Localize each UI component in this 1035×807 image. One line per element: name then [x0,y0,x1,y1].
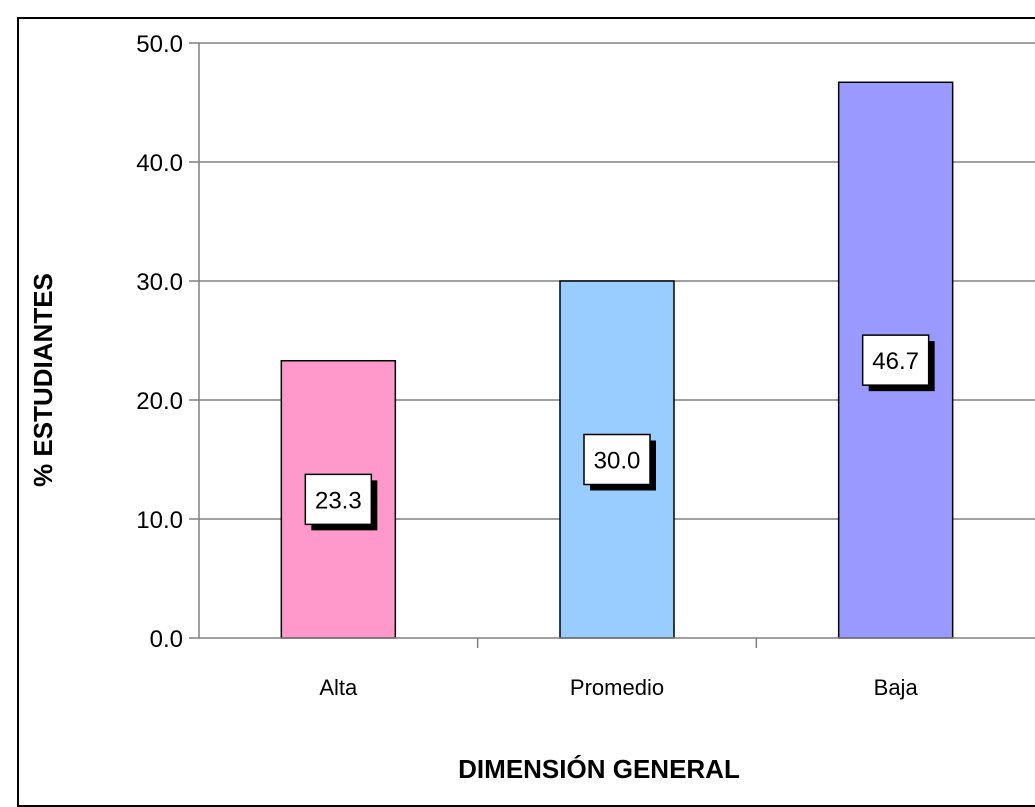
axes [189,42,1035,648]
y-tick-label: 50.0 [136,31,183,58]
y-tick-label: 30.0 [136,269,183,296]
x-tick-label: Promedio [570,675,664,700]
x-tick-labels: Alta Promedio Baja [319,675,918,700]
data-label-box [583,433,651,486]
y-tick-labels: 0.0 10.0 20.0 30.0 40.0 50.0 [136,31,183,653]
y-tick-label: 20.0 [136,388,183,415]
data-labels: 23.3 30.0 46.7 [304,334,935,531]
bars [280,81,954,639]
x-tick-label: Alta [319,675,358,700]
x-axis-title: DIMENSIÓN GENERAL [458,754,740,784]
data-label: 23.3 [315,487,362,514]
y-axis-title: % ESTUDIANTES [28,273,58,487]
data-label: 46.7 [872,348,919,375]
data-label-box [861,334,930,386]
bar-chart: 0.0 10.0 20.0 30.0 40.0 50.0 Alta Promedio Baja… [28,31,1035,784]
data-label: 30.0 [594,448,641,475]
x-tick-label: Baja [874,675,919,700]
data-label-box [304,473,373,526]
y-tick-label: 0.0 [150,626,183,653]
y-tick-label: 10.0 [136,507,183,534]
y-tick-label: 40.0 [136,150,183,177]
